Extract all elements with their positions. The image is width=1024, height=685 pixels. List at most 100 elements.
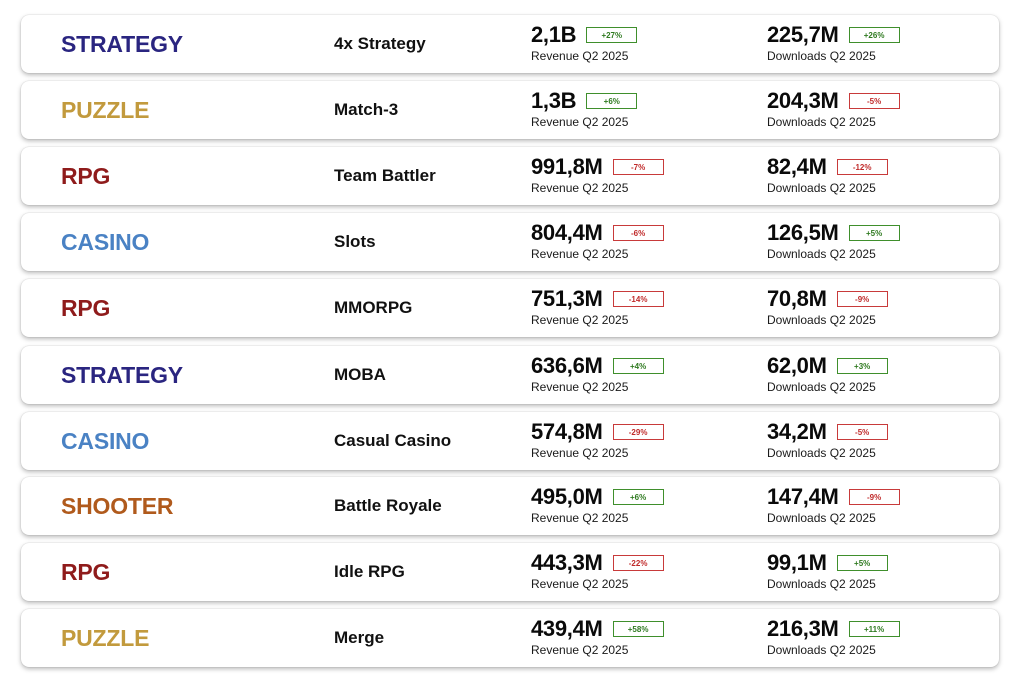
downloads-label: Downloads Q2 2025 (767, 247, 876, 261)
revenue-change-badge: -7% (612, 159, 664, 175)
subgenre-label: MMORPG (334, 298, 413, 317)
downloads-value: 70,8M (767, 286, 827, 311)
downloads-label: Downloads Q2 2025 (767, 577, 876, 591)
revenue-value: 804,4M (531, 220, 603, 245)
downloads-metric: 70,8M -9% Downloads Q2 2025 (767, 286, 888, 327)
genre-row: RPG MMORPG 751,3M -14% Revenue Q2 2025 7… (21, 279, 999, 337)
revenue-label: Revenue Q2 2025 (531, 181, 629, 195)
revenue-change-badge: -14% (612, 291, 664, 307)
downloads-metric: 225,7M +26% Downloads Q2 2025 (767, 22, 900, 63)
genre-label: PUZZLE (61, 97, 150, 123)
downloads-metric: 147,4M -9% Downloads Q2 2025 (767, 484, 900, 525)
downloads-metric: 62,0M +3% Downloads Q2 2025 (767, 353, 888, 394)
downloads-value: 62,0M (767, 353, 827, 378)
subgenre-label: Casual Casino (334, 431, 452, 450)
revenue-change-badge: +6% (586, 93, 638, 109)
revenue-metric: 751,3M -14% Revenue Q2 2025 (531, 286, 664, 327)
downloads-label: Downloads Q2 2025 (767, 181, 876, 195)
revenue-value: 443,3M (531, 550, 603, 575)
subgenre-label: Battle Royale (334, 496, 442, 515)
revenue-change-badge: +4% (612, 358, 664, 374)
genre-label: STRATEGY (61, 31, 183, 57)
genre-label: RPG (61, 559, 111, 585)
revenue-value: 1,3B (531, 88, 577, 113)
downloads-value: 225,7M (767, 22, 839, 47)
revenue-label: Revenue Q2 2025 (531, 115, 629, 129)
downloads-label: Downloads Q2 2025 (767, 115, 876, 129)
downloads-metric: 126,5M +5% Downloads Q2 2025 (767, 220, 900, 261)
genre-row: CASINO Slots 804,4M -6% Revenue Q2 2025 … (21, 213, 999, 271)
downloads-change-badge: -12% (836, 159, 888, 175)
downloads-change-badge: -9% (836, 291, 888, 307)
downloads-change-badge: +3% (836, 358, 888, 374)
genre-label: RPG (61, 295, 111, 321)
downloads-value: 99,1M (767, 550, 827, 575)
genre-row: PUZZLE Match-3 1,3B +6% Revenue Q2 2025 … (21, 81, 999, 139)
revenue-metric: 1,3B +6% Revenue Q2 2025 (531, 88, 638, 129)
genre-row: RPG Idle RPG 443,3M -22% Revenue Q2 2025… (21, 543, 999, 601)
genre-row: RPG Team Battler 991,8M -7% Revenue Q2 2… (21, 147, 999, 205)
genre-row: SHOOTER Battle Royale 495,0M +6% Revenue… (21, 477, 999, 535)
revenue-metric: 2,1B +27% Revenue Q2 2025 (531, 22, 638, 63)
genre-row: STRATEGY 4x Strategy 2,1B +27% Revenue Q… (21, 15, 999, 73)
revenue-change-badge: +6% (612, 489, 664, 505)
downloads-change-badge: -5% (836, 424, 888, 440)
downloads-value: 126,5M (767, 220, 839, 245)
revenue-label: Revenue Q2 2025 (531, 313, 629, 327)
genre-row: STRATEGY MOBA 636,6M +4% Revenue Q2 2025… (21, 346, 999, 404)
subgenre-label: MOBA (334, 365, 386, 384)
genre-row: CASINO Casual Casino 574,8M -29% Revenue… (21, 412, 999, 470)
subgenre-label: Merge (334, 628, 385, 647)
genre-label: CASINO (61, 428, 150, 454)
downloads-metric: 99,1M +5% Downloads Q2 2025 (767, 550, 888, 591)
downloads-change-badge: +11% (848, 621, 900, 637)
revenue-change-badge: -22% (612, 555, 664, 571)
downloads-label: Downloads Q2 2025 (767, 643, 876, 657)
revenue-label: Revenue Q2 2025 (531, 247, 629, 261)
subgenre-label: Team Battler (334, 166, 436, 185)
downloads-label: Downloads Q2 2025 (767, 446, 876, 460)
revenue-change-badge: +27% (586, 27, 638, 43)
downloads-metric: 216,3M +11% Downloads Q2 2025 (767, 616, 900, 657)
revenue-label: Revenue Q2 2025 (531, 577, 629, 591)
downloads-change-badge: +26% (848, 27, 900, 43)
genre-label: CASINO (61, 229, 150, 255)
downloads-value: 34,2M (767, 419, 827, 444)
downloads-metric: 82,4M -12% Downloads Q2 2025 (767, 154, 888, 195)
subgenre-label: Match-3 (334, 100, 399, 119)
revenue-change-badge: -6% (612, 225, 664, 241)
revenue-value: 2,1B (531, 22, 577, 47)
revenue-value: 636,6M (531, 353, 603, 378)
revenue-value: 751,3M (531, 286, 603, 311)
revenue-metric: 443,3M -22% Revenue Q2 2025 (531, 550, 664, 591)
downloads-change-badge: +5% (848, 225, 900, 241)
revenue-label: Revenue Q2 2025 (531, 380, 629, 394)
revenue-metric: 636,6M +4% Revenue Q2 2025 (531, 353, 664, 394)
downloads-label: Downloads Q2 2025 (767, 380, 876, 394)
subgenre-label: 4x Strategy (334, 34, 426, 53)
downloads-value: 216,3M (767, 616, 839, 641)
genre-label: PUZZLE (61, 625, 150, 651)
downloads-change-badge: -5% (848, 93, 900, 109)
revenue-change-badge: -29% (612, 424, 664, 440)
revenue-metric: 804,4M -6% Revenue Q2 2025 (531, 220, 664, 261)
revenue-metric: 991,8M -7% Revenue Q2 2025 (531, 154, 664, 195)
downloads-change-badge: -9% (848, 489, 900, 505)
genre-label: RPG (61, 163, 111, 189)
revenue-metric: 495,0M +6% Revenue Q2 2025 (531, 484, 664, 525)
downloads-value: 147,4M (767, 484, 839, 509)
revenue-label: Revenue Q2 2025 (531, 643, 629, 657)
downloads-metric: 34,2M -5% Downloads Q2 2025 (767, 419, 888, 460)
revenue-metric: 439,4M +58% Revenue Q2 2025 (531, 616, 664, 657)
downloads-label: Downloads Q2 2025 (767, 313, 876, 327)
downloads-value: 82,4M (767, 154, 827, 179)
revenue-change-badge: +58% (612, 621, 664, 637)
revenue-value: 495,0M (531, 484, 603, 509)
revenue-label: Revenue Q2 2025 (531, 511, 629, 525)
genre-row: PUZZLE Merge 439,4M +58% Revenue Q2 2025… (21, 609, 999, 667)
downloads-change-badge: +5% (836, 555, 888, 571)
revenue-value: 439,4M (531, 616, 603, 641)
subgenre-label: Slots (334, 232, 376, 251)
downloads-label: Downloads Q2 2025 (767, 511, 876, 525)
